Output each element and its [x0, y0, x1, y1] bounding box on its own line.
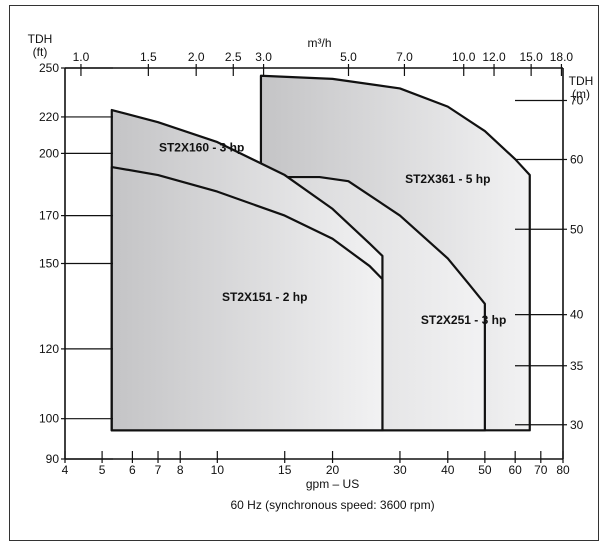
- x-top-tick-label-0: 1.0: [73, 50, 90, 64]
- x-top-tick-label-7: 10.0: [452, 50, 476, 64]
- x-bottom-tick-label-70: 70: [534, 463, 548, 477]
- y-right-tick-label-70: 70: [570, 93, 584, 107]
- axes-layer: 4 5 6 7 8 10 15 20 30 40 50 60 70 80 gpm – US 1.0 1.5 2.0…: [28, 32, 594, 512]
- region-label-st2x361-5-hp: ST2X361 - 5 hp: [405, 172, 490, 186]
- y-left-tick-label-100: 100: [39, 412, 59, 426]
- x-bottom-tick-label-20: 20: [326, 463, 340, 477]
- y-left-tick-label-200: 200: [39, 146, 59, 160]
- x-top-tick-label-5: 5.0: [340, 50, 357, 64]
- pump-curve-chart: 4 5 6 7 8 10 15 20 30 40 50 60 70 80 gpm – US 1.0 1.5 2.0…: [28, 32, 594, 512]
- x-top-tick-label-3: 2.5: [225, 50, 242, 64]
- region-label-st2x251-3-hp: ST2X251 - 3 hp: [421, 313, 506, 327]
- x-top-tick-label-2: 2.0: [188, 50, 205, 64]
- y-left-tick-label-90: 90: [46, 452, 60, 466]
- x-top-tick-label-10: 18.0: [550, 50, 574, 64]
- y-left-tick-label-220: 220: [39, 110, 59, 124]
- x-bottom-tick-label-60: 60: [508, 463, 522, 477]
- y-right-tick-label-40: 40: [570, 308, 584, 322]
- y-right-axis-title-line1: TDH: [569, 74, 594, 88]
- x-bottom-tick-label-80: 80: [556, 463, 570, 477]
- y-right-axis-title-line2: (m): [572, 87, 590, 101]
- x-bottom-tick-label-8: 8: [177, 463, 184, 477]
- y-right-tick-label-30: 30: [570, 418, 584, 432]
- x-bottom-tick-label-4: 4: [62, 463, 69, 477]
- x-top-tick-label-4: 3.0: [255, 50, 272, 64]
- x-bottom-tick-label-6: 6: [129, 463, 136, 477]
- y-left-tick-label-150: 150: [39, 257, 59, 271]
- region-label-st2x151-2-hp: ST2X151 - 2 hp: [222, 290, 307, 304]
- y-right-tick-label-60: 60: [570, 152, 584, 166]
- y-left-tick-label-170: 170: [39, 209, 59, 223]
- x-bottom-tick-label-10: 10: [211, 463, 225, 477]
- x-bottom-tick-label-40: 40: [441, 463, 455, 477]
- chart-caption: 60 Hz (synchronous speed: 3600 rpm): [230, 498, 434, 512]
- y-left-tick-label-120: 120: [39, 342, 59, 356]
- chart-frame: 4 5 6 7 8 10 15 20 30 40 50 60 70 80 gpm – US 1.0 1.5 2.0…: [9, 5, 599, 541]
- labels-layer: ST2X361 - 5 hp ST2X251 - 3 hp ST2X160 - 3 …: [159, 140, 506, 327]
- x-top-tick-label-9: 15.0: [519, 50, 543, 64]
- x-top-axis-title: m³/h: [308, 36, 332, 50]
- x-bottom-tick-label-7: 7: [155, 463, 162, 477]
- x-bottom-tick-label-30: 30: [393, 463, 407, 477]
- x-bottom-axis-title: gpm – US: [306, 477, 359, 491]
- y-left-tick-label-250: 250: [39, 61, 59, 75]
- y-right-tick-label-50: 50: [570, 222, 584, 236]
- y-left-axis-title-line2: (ft): [33, 45, 48, 59]
- x-bottom-tick-label-50: 50: [478, 463, 492, 477]
- region-label-st2x160-3-hp: ST2X160 - 3 hp: [159, 140, 244, 154]
- x-bottom-tick-label-15: 15: [278, 463, 292, 477]
- x-top-tick-label-1: 1.5: [140, 50, 157, 64]
- region-st2x151-2-hp: [110, 165, 384, 432]
- x-top-tick-label-8: 12.0: [482, 50, 506, 64]
- y-right-tick-label-35: 35: [570, 359, 584, 373]
- x-bottom-tick-label-5: 5: [99, 463, 106, 477]
- y-left-axis-title-line1: TDH: [28, 32, 53, 46]
- regions-layer: [110, 74, 531, 432]
- x-top-tick-label-6: 7.0: [396, 50, 413, 64]
